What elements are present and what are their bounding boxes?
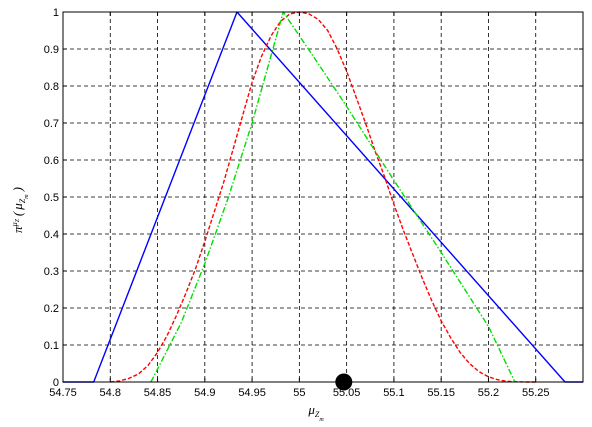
y-tick-label: 0.4: [44, 229, 59, 241]
y-axis-title-sub: Z: [18, 198, 27, 203]
y-tick-label: 0.8: [44, 81, 59, 93]
y-axis-title: πμZ(μZm): [10, 187, 30, 233]
x-tick-label: 54.75: [49, 387, 77, 399]
x-tick-label: 55.15: [427, 387, 455, 399]
x-tick-label: 55.25: [522, 387, 550, 399]
tick-labels: 54.75 54.8 54.85 54.9 54.95 55 55.05 55.1 55.15 5…: [44, 7, 550, 399]
x-tick-label: 54.85: [144, 387, 172, 399]
x-tick-label: 55: [293, 387, 305, 399]
series-line-3: [150, 11, 516, 383]
y-axis-title-supsub: Z: [15, 218, 21, 222]
y-tick-label: 0.6: [44, 155, 59, 167]
y-axis-title-sup: μ: [10, 222, 19, 227]
y-tick-label: 0.1: [44, 340, 59, 352]
x-axis-title-main: μ: [307, 402, 315, 417]
x-tick-label: 54.9: [194, 387, 215, 399]
y-axis-title-paren-close: ): [10, 187, 25, 192]
series-line-2: [110, 11, 536, 383]
y-tick-label: 0.9: [44, 44, 59, 56]
ticks: [62, 11, 583, 383]
y-tick-label: 0.7: [44, 118, 59, 130]
y-tick-label: 0.5: [44, 192, 59, 204]
y-tick-label: 0.3: [44, 266, 59, 278]
x-tick-label: 55.2: [478, 387, 499, 399]
y-axis-title-mu: μ: [10, 203, 25, 211]
x-axis-title-subsub: m: [319, 417, 324, 423]
x-axis-title-sub: Z: [315, 410, 320, 419]
x-tick-label: 55.05: [333, 387, 361, 399]
x-axis-title: μZm: [307, 402, 324, 423]
y-axis-title-main: π: [10, 226, 25, 233]
y-axis-title-paren-open: (: [10, 211, 25, 216]
x-tick-label: 54.8: [100, 387, 121, 399]
x-tick-label: 54.95: [238, 387, 266, 399]
y-axis-title-subsub: m: [24, 194, 30, 199]
y-tick-label: 0: [53, 377, 59, 389]
x-tick-label: 55.1: [383, 387, 404, 399]
y-tick-label: 0.2: [44, 303, 59, 315]
y-tick-label: 1: [53, 7, 59, 19]
